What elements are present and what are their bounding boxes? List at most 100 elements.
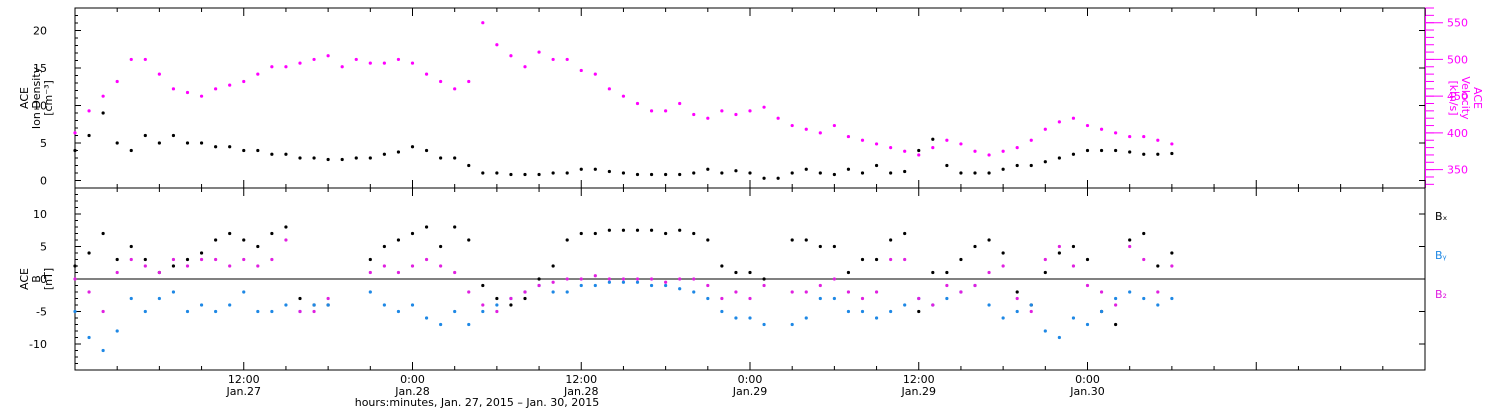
data-point bbox=[368, 270, 372, 275]
y-axis-label: ACEB[nT] bbox=[18, 268, 55, 290]
data-point bbox=[635, 101, 640, 106]
data-point bbox=[129, 148, 133, 153]
data-point bbox=[1001, 251, 1005, 255]
data-point bbox=[73, 309, 77, 314]
data-point bbox=[481, 309, 485, 314]
data-point bbox=[593, 231, 597, 236]
data-point bbox=[917, 153, 921, 157]
data-point bbox=[1057, 251, 1061, 255]
data-point bbox=[593, 167, 597, 171]
data-point bbox=[776, 176, 780, 180]
data-point bbox=[664, 109, 668, 113]
data-point bbox=[467, 322, 471, 327]
data-point bbox=[1114, 322, 1118, 327]
data-point bbox=[1001, 149, 1005, 153]
data-point bbox=[734, 169, 738, 173]
data-point bbox=[1114, 296, 1118, 301]
data-point bbox=[312, 57, 316, 62]
y-tick-label: 0 bbox=[40, 273, 47, 286]
data-point bbox=[382, 264, 386, 268]
series-left bbox=[73, 111, 1174, 180]
data-point bbox=[804, 290, 808, 294]
data-point bbox=[1029, 303, 1033, 307]
data-point bbox=[73, 148, 77, 153]
x-tick-label-date: Jan.28 bbox=[563, 385, 598, 398]
x-tick-label-time: 12:00 bbox=[228, 373, 260, 386]
data-point bbox=[664, 231, 668, 236]
data-point bbox=[649, 228, 654, 232]
data-point bbox=[453, 156, 457, 160]
data-point bbox=[649, 109, 654, 113]
data-point bbox=[185, 264, 190, 268]
data-point bbox=[382, 244, 386, 249]
data-point bbox=[846, 309, 851, 314]
data-point bbox=[284, 65, 288, 69]
data-point bbox=[860, 138, 865, 142]
data-point bbox=[143, 57, 147, 62]
data-point bbox=[129, 257, 133, 262]
data-point bbox=[509, 296, 513, 301]
data-point bbox=[607, 277, 611, 281]
y-tick-label: -10 bbox=[29, 338, 47, 351]
legend-entry: Bₓ bbox=[1435, 210, 1448, 223]
data-point bbox=[396, 238, 401, 242]
data-point bbox=[903, 257, 907, 262]
data-point bbox=[635, 280, 640, 284]
data-point bbox=[917, 148, 921, 153]
data-point bbox=[129, 244, 133, 249]
data-point bbox=[87, 251, 91, 255]
data-point bbox=[551, 171, 555, 175]
data-point bbox=[410, 231, 415, 236]
data-point bbox=[748, 171, 752, 175]
data-point bbox=[453, 225, 457, 229]
data-point bbox=[228, 264, 232, 268]
data-point bbox=[903, 303, 907, 307]
data-point bbox=[692, 277, 696, 281]
data-point bbox=[143, 264, 147, 268]
data-point bbox=[720, 264, 724, 268]
data-point bbox=[410, 145, 415, 149]
data-point bbox=[678, 277, 682, 281]
data-point bbox=[1114, 131, 1118, 135]
data-point bbox=[790, 238, 794, 242]
data-point bbox=[453, 87, 457, 91]
data-point bbox=[87, 109, 91, 113]
data-point bbox=[1085, 257, 1090, 262]
data-point bbox=[846, 290, 851, 294]
data-point bbox=[439, 79, 443, 84]
y-tick-label: -5 bbox=[36, 306, 47, 319]
data-point bbox=[185, 257, 190, 262]
y-axis-label-line: [cm⁻³] bbox=[42, 80, 55, 116]
data-point bbox=[734, 112, 738, 117]
data-point bbox=[818, 131, 822, 135]
data-point bbox=[143, 309, 147, 314]
data-point bbox=[256, 72, 260, 76]
data-point bbox=[312, 156, 316, 160]
data-point bbox=[1029, 309, 1033, 314]
data-point bbox=[804, 316, 808, 320]
data-point bbox=[1029, 138, 1033, 142]
data-point bbox=[256, 148, 260, 153]
data-point bbox=[1128, 238, 1132, 242]
data-point bbox=[326, 296, 330, 301]
data-point bbox=[1057, 244, 1061, 249]
data-point bbox=[171, 264, 176, 268]
data-point bbox=[832, 296, 836, 301]
series-Bx bbox=[73, 225, 1174, 327]
data-point bbox=[537, 283, 541, 288]
data-point bbox=[945, 270, 949, 275]
data-point bbox=[537, 172, 541, 177]
data-point bbox=[101, 231, 105, 236]
data-point bbox=[945, 296, 949, 301]
y-tick-label: 10 bbox=[33, 208, 47, 221]
data-point bbox=[1170, 264, 1174, 268]
y-axis-label-line: Ion Density bbox=[30, 66, 43, 129]
data-point bbox=[931, 145, 935, 150]
data-point bbox=[467, 290, 471, 294]
data-point bbox=[649, 283, 654, 288]
data-point bbox=[537, 277, 541, 281]
data-point bbox=[495, 309, 499, 314]
data-point bbox=[1071, 264, 1076, 268]
y-tick-label: 15 bbox=[33, 62, 47, 75]
